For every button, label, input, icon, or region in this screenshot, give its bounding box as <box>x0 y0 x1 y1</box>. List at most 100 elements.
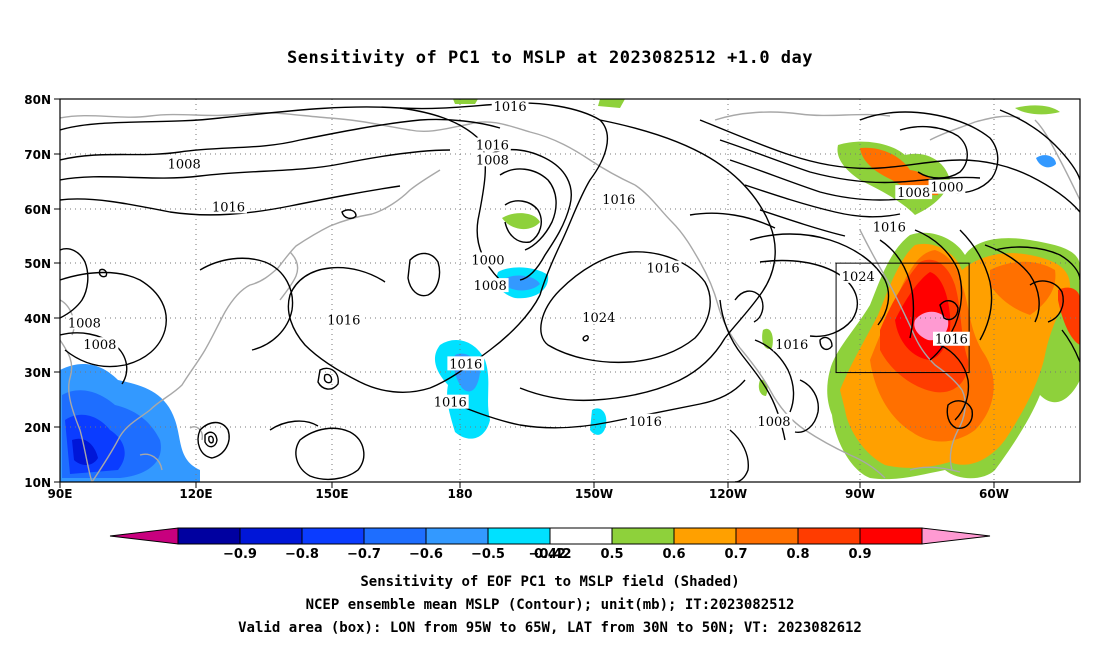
contour-label-bg <box>447 356 485 371</box>
contour-label-bg <box>471 278 509 293</box>
lat-label: 50N <box>24 257 51 271</box>
latitude-labels: 80N 70N 60N 50N 40N 30N 20N 10N <box>24 93 51 490</box>
lon-label: 120W <box>709 487 747 501</box>
lat-label: 60N <box>24 203 51 217</box>
contour-label-bg <box>755 413 793 428</box>
contour-label: 1016 <box>873 221 906 236</box>
contour-label: 1016 <box>494 100 527 115</box>
contour-label: 1016 <box>212 200 245 215</box>
lon-label: 60W <box>979 487 1009 501</box>
colorbar-cell <box>673 527 737 545</box>
colorbar-label: −0.7 <box>347 547 381 562</box>
lon-label: 150E <box>315 487 348 501</box>
contour-label: 1024 <box>582 311 615 326</box>
colorbar-cell <box>797 527 861 545</box>
colorbar-label: 0.7 <box>724 547 747 562</box>
contour-label: 1016 <box>647 262 680 277</box>
contour-label-bg <box>928 179 966 194</box>
lat-label: 40N <box>24 312 51 326</box>
colorbar-cell <box>735 527 799 545</box>
contour-label-bg <box>870 219 908 234</box>
contour-label-bg <box>431 394 469 409</box>
contour-label-bg <box>839 268 877 283</box>
colorbar-label: 0.5 <box>600 547 623 562</box>
contour-label: 1008 <box>476 153 509 168</box>
axis-ticks <box>54 98 995 488</box>
contour-label-bg <box>165 156 203 171</box>
contour-label-bg <box>895 185 933 200</box>
contour-label: 1016 <box>434 396 467 411</box>
lon-label: 90E <box>48 487 73 501</box>
contour-label: 1008 <box>68 316 101 331</box>
colorbar-high-end <box>921 527 991 545</box>
contour-label: 1016 <box>449 357 482 372</box>
colorbar-cell <box>363 527 427 545</box>
contour-label-bg <box>644 260 682 275</box>
contour-label: 1016 <box>327 314 360 329</box>
colorbar-low-end <box>109 527 179 545</box>
lon-label: 180 <box>447 487 472 501</box>
mslp-contours <box>60 102 1080 482</box>
contour-label: 1016 <box>775 338 808 353</box>
colorbar-label: −0.9 <box>223 547 257 562</box>
contour-label: 1008 <box>83 338 116 353</box>
colorbar-label: −0.8 <box>285 547 319 562</box>
colorbar-cell <box>239 527 303 545</box>
contour-label: 1016 <box>476 139 509 154</box>
contour-label: 1016 <box>935 333 968 348</box>
map-title: Sensitivity of PC1 to MSLP at 2023082512… <box>286 48 813 68</box>
colorbar-label: 0.8 <box>786 547 809 562</box>
contour-label-bg <box>473 137 511 152</box>
contour-label: 1016 <box>629 415 662 430</box>
contour-label-bg <box>469 252 507 267</box>
lon-label: 120E <box>179 487 212 501</box>
contour-label-bg <box>473 152 511 167</box>
lon-label: 150W <box>575 487 613 501</box>
colorbar-cell <box>425 527 489 545</box>
contour-label-bg <box>491 99 529 114</box>
lon-label: 90W <box>845 487 875 501</box>
contour-label: 1000 <box>471 253 504 268</box>
colorbar-cell <box>301 527 365 545</box>
colorbar-cell <box>177 527 241 545</box>
contour-label-bg <box>81 337 119 352</box>
colorbar: −0.9 −0.8 −0.7 −0.6 −0.5 −0.420.42 0.5 0.6 0.7 0.… <box>109 527 991 562</box>
lat-label: 70N <box>24 148 51 162</box>
contour-label: 1008 <box>168 158 201 173</box>
contour-label-bg <box>210 199 247 214</box>
contour-label: 1016 <box>602 193 635 208</box>
caption-valid-area: Valid area (box): LON from 95W to 65W, L… <box>238 620 862 636</box>
contour-label: 1024 <box>842 270 875 285</box>
valid-area-box <box>835 262 970 374</box>
colorbar-label: 0.6 <box>662 547 685 562</box>
caption-contour: NCEP ensemble mean MSLP (Contour); unit(… <box>305 597 795 613</box>
contour-label-bg <box>626 413 664 428</box>
contour-label-bg <box>600 192 638 207</box>
contour-label: 1008 <box>897 186 930 201</box>
colorbar-cell <box>611 527 675 545</box>
plot-frame <box>59 98 1081 483</box>
colorbar-label: −0.42 <box>529 547 572 562</box>
contour-label: 1008 <box>474 279 507 294</box>
contour-label: 1000 <box>930 181 963 196</box>
contour-label: 1008 <box>757 415 790 430</box>
contour-label-bg <box>325 312 363 327</box>
lat-label: 20N <box>24 421 51 435</box>
lat-label: 10N <box>24 476 51 490</box>
colorbar-label: 0.9 <box>848 547 871 562</box>
colorbar-cell <box>859 527 923 545</box>
contour-label-bg <box>65 315 103 330</box>
colorbar-cell <box>487 527 551 545</box>
contour-label-bg <box>580 309 618 324</box>
contour-label-bg <box>773 337 811 352</box>
caption-shaded: Sensitivity of EOF PC1 to MSLP field (Sh… <box>360 574 740 590</box>
colorbar-cell <box>549 527 613 545</box>
colorbar-label: −0.6 <box>409 547 443 562</box>
colorbar-label: −0.5 <box>471 547 505 562</box>
longitude-labels: 90E 120E 150E 180 150W 120W 90W 60W <box>48 487 1009 501</box>
lat-label: 30N <box>24 366 51 380</box>
colorbar-label: 0.42 <box>534 547 566 562</box>
contour-label-bg <box>932 331 970 346</box>
